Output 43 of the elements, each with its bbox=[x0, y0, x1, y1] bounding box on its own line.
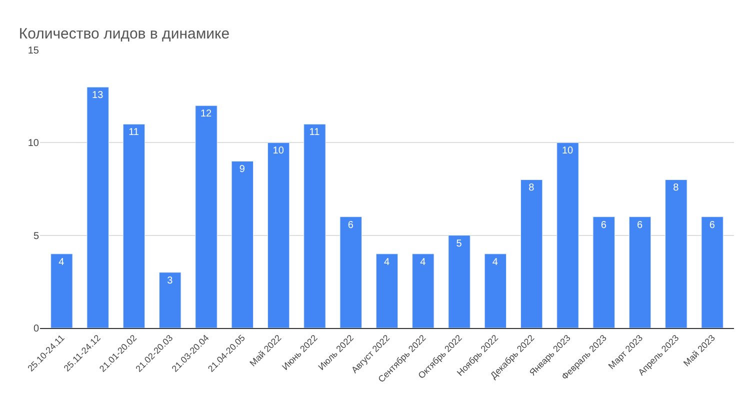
data-label: 10 bbox=[562, 146, 574, 157]
bar bbox=[340, 216, 362, 328]
chart-title: Количество лидов в динамике bbox=[18, 25, 230, 42]
bar bbox=[122, 124, 146, 328]
data-label: 10 bbox=[272, 146, 284, 157]
bar bbox=[556, 142, 579, 328]
data-label: 8 bbox=[673, 182, 680, 194]
data-label: 6 bbox=[637, 220, 644, 231]
y-tick-label: 10 bbox=[28, 138, 40, 150]
y-tick-label: 0 bbox=[33, 324, 40, 334]
data-label: 5 bbox=[456, 238, 462, 250]
bar bbox=[628, 216, 652, 328]
data-label: 6 bbox=[348, 220, 354, 231]
data-label: 12 bbox=[200, 108, 212, 120]
bar bbox=[267, 142, 290, 328]
bar bbox=[376, 254, 398, 328]
bar bbox=[520, 179, 543, 328]
y-tick-label: 5 bbox=[33, 230, 40, 242]
data-label: 11 bbox=[309, 127, 320, 138]
data-label: 8 bbox=[528, 182, 535, 194]
data-label: 13 bbox=[92, 90, 104, 102]
data-label: 4 bbox=[492, 256, 498, 268]
data-label: 4 bbox=[58, 256, 65, 268]
bar bbox=[701, 216, 724, 328]
bar bbox=[304, 124, 326, 328]
data-label: 3 bbox=[167, 275, 174, 286]
bar bbox=[412, 254, 434, 328]
bar bbox=[484, 254, 507, 328]
bar bbox=[159, 272, 182, 328]
bar bbox=[448, 235, 470, 328]
data-label: 11 bbox=[128, 127, 140, 138]
data-label: 4 bbox=[420, 256, 426, 268]
bar bbox=[592, 216, 615, 328]
bar bbox=[231, 160, 254, 328]
bar bbox=[86, 86, 109, 328]
bar bbox=[50, 254, 73, 328]
bar bbox=[195, 105, 218, 328]
data-label: 4 bbox=[384, 256, 390, 268]
data-label: 6 bbox=[600, 220, 607, 231]
data-label: 6 bbox=[709, 220, 716, 231]
y-tick-label: 15 bbox=[28, 46, 40, 56]
data-label: 9 bbox=[239, 164, 246, 176]
bar bbox=[665, 179, 688, 328]
